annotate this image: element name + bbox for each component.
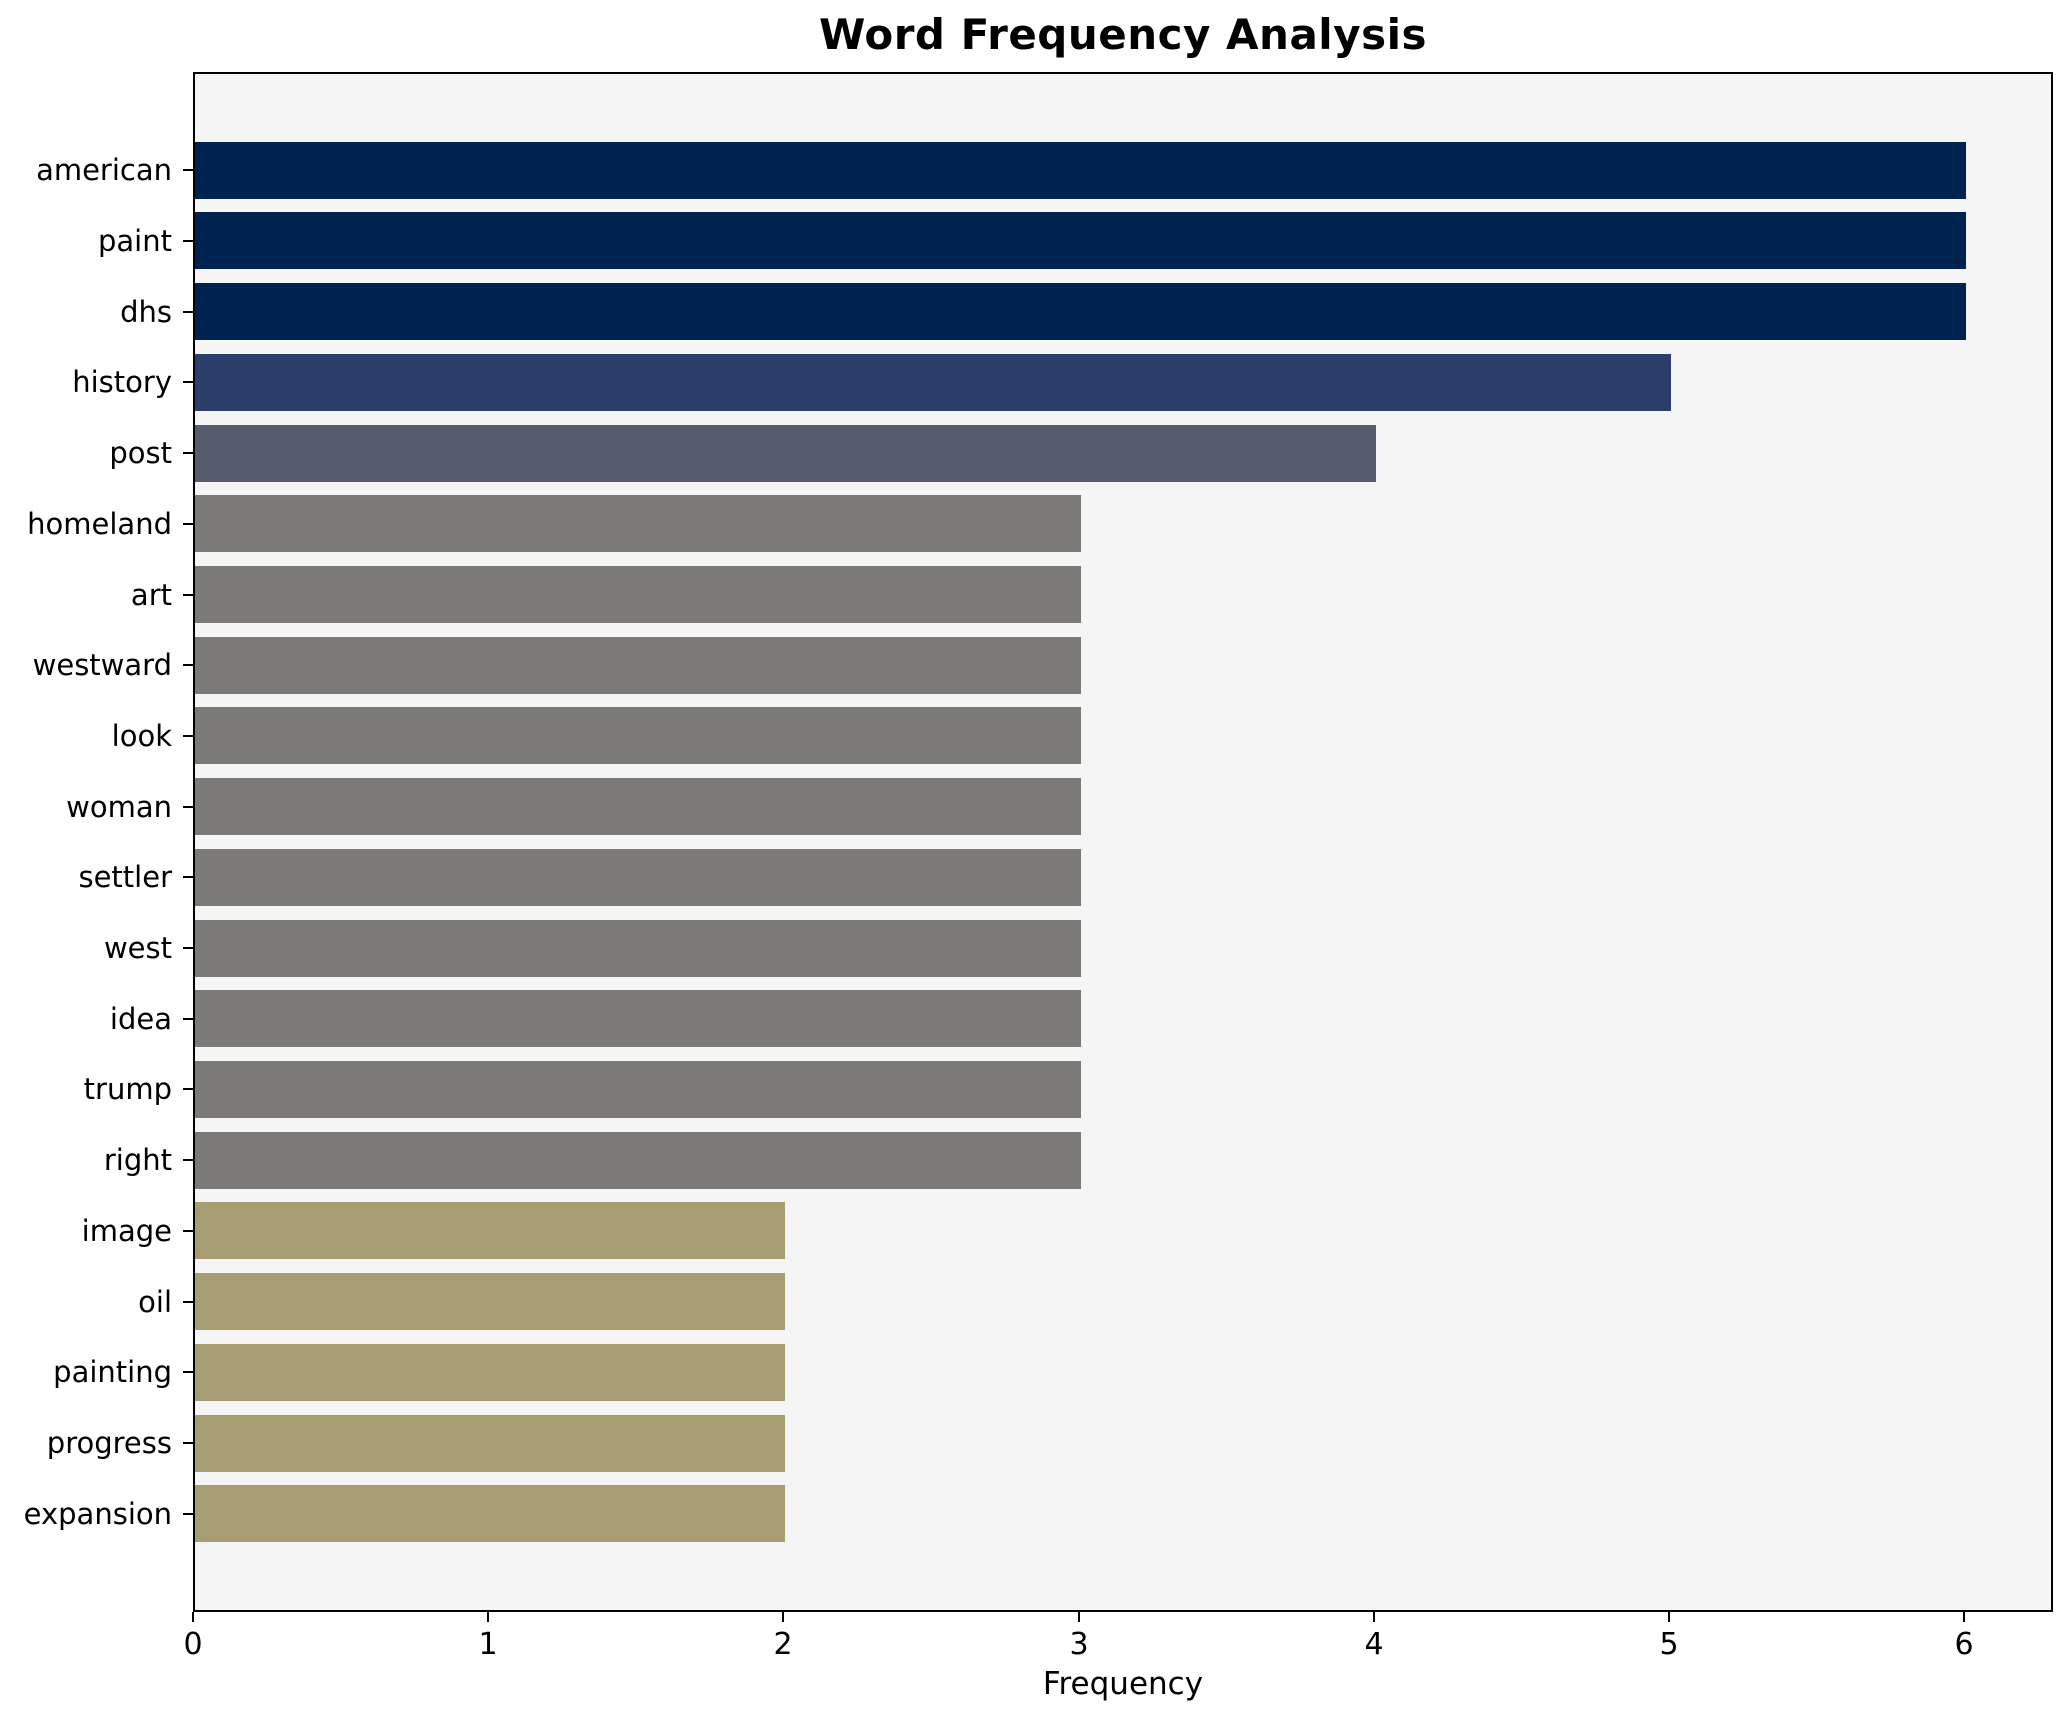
y-tick-mark xyxy=(183,1230,193,1232)
x-tick-mark xyxy=(192,1612,194,1622)
x-tick-mark xyxy=(1373,1612,1375,1622)
bar-idea xyxy=(195,990,1081,1047)
y-tick-label-paint: paint xyxy=(98,224,172,258)
bar-westward xyxy=(195,637,1081,694)
y-tick-mark xyxy=(183,735,193,737)
x-tick-mark xyxy=(1963,1612,1965,1622)
y-tick-label-dhs: dhs xyxy=(120,295,172,329)
y-tick-label-homeland: homeland xyxy=(27,507,172,541)
x-tick-label-0: 0 xyxy=(183,1627,203,1662)
chart-title: Word Frequency Analysis xyxy=(819,10,1427,59)
x-tick-mark xyxy=(782,1612,784,1622)
y-tick-label-right: right xyxy=(103,1143,172,1177)
y-tick-mark xyxy=(183,1513,193,1515)
bar-painting xyxy=(195,1344,785,1401)
bar-trump xyxy=(195,1061,1081,1118)
y-tick-mark xyxy=(183,523,193,525)
x-tick-mark xyxy=(1668,1612,1670,1622)
y-tick-label-history: history xyxy=(72,365,172,399)
y-tick-mark xyxy=(183,381,193,383)
y-tick-mark xyxy=(183,240,193,242)
y-tick-label-oil: oil xyxy=(138,1285,172,1319)
y-tick-label-idea: idea xyxy=(109,1002,172,1036)
y-tick-label-post: post xyxy=(109,436,172,470)
y-tick-label-look: look xyxy=(111,719,172,753)
bar-woman xyxy=(195,778,1081,835)
bar-history xyxy=(195,354,1671,411)
y-tick-label-trump: trump xyxy=(83,1072,172,1106)
x-tick-label-3: 3 xyxy=(1069,1627,1089,1662)
bar-right xyxy=(195,1132,1081,1189)
y-tick-label-westward: westward xyxy=(32,648,172,682)
y-tick-mark xyxy=(183,1371,193,1373)
y-tick-mark xyxy=(183,1301,193,1303)
x-tick-label-5: 5 xyxy=(1659,1627,1679,1662)
x-tick-label-1: 1 xyxy=(478,1627,498,1662)
bar-look xyxy=(195,707,1081,764)
y-tick-label-progress: progress xyxy=(46,1426,172,1460)
bar-progress xyxy=(195,1415,785,1472)
y-tick-mark xyxy=(183,452,193,454)
bar-art xyxy=(195,566,1081,623)
y-tick-label-west: west xyxy=(103,931,172,965)
y-tick-mark xyxy=(183,1442,193,1444)
bar-dhs xyxy=(195,283,1966,340)
x-tick-mark xyxy=(487,1612,489,1622)
x-tick-label-2: 2 xyxy=(773,1627,793,1662)
y-tick-mark xyxy=(183,1018,193,1020)
bar-expansion xyxy=(195,1485,785,1542)
x-tick-label-6: 6 xyxy=(1954,1627,1974,1662)
y-tick-mark xyxy=(183,594,193,596)
y-tick-mark xyxy=(183,947,193,949)
y-tick-mark xyxy=(183,1088,193,1090)
bar-settler xyxy=(195,849,1081,906)
bar-oil xyxy=(195,1273,785,1330)
y-tick-label-woman: woman xyxy=(66,790,172,824)
bar-american xyxy=(195,142,1966,199)
bar-image xyxy=(195,1202,785,1259)
bar-west xyxy=(195,920,1081,977)
y-tick-mark xyxy=(183,806,193,808)
x-tick-label-4: 4 xyxy=(1364,1627,1384,1662)
y-tick-mark xyxy=(183,1159,193,1161)
y-tick-mark xyxy=(183,169,193,171)
y-tick-mark xyxy=(183,876,193,878)
bar-homeland xyxy=(195,495,1081,552)
x-axis-title: Frequency xyxy=(1042,1666,1204,1702)
y-tick-label-expansion: expansion xyxy=(23,1497,172,1531)
y-tick-mark xyxy=(183,311,193,313)
bar-paint xyxy=(195,212,1966,269)
plot-area xyxy=(193,72,2053,1612)
y-tick-label-settler: settler xyxy=(78,860,172,894)
y-tick-label-american: american xyxy=(36,153,172,187)
x-tick-mark xyxy=(1078,1612,1080,1622)
y-tick-label-image: image xyxy=(81,1214,172,1248)
y-tick-mark xyxy=(183,664,193,666)
bar-post xyxy=(195,425,1376,482)
y-tick-label-art: art xyxy=(130,578,172,612)
y-tick-label-painting: painting xyxy=(53,1355,172,1389)
